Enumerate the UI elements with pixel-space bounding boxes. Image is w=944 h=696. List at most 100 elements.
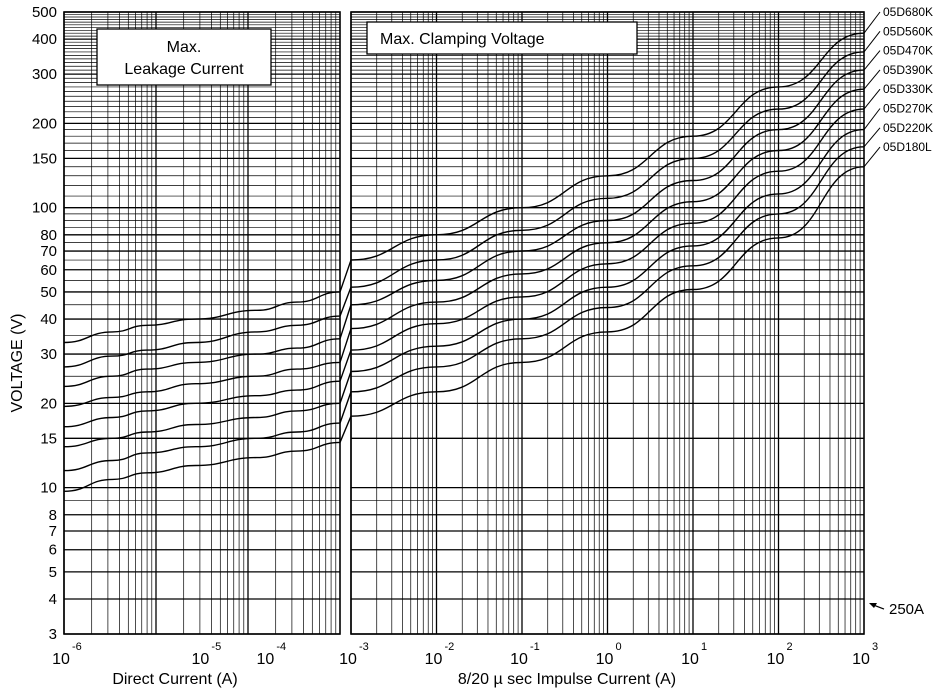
series-leader-05D470K <box>863 50 881 71</box>
y-tick-label: 6 <box>49 542 57 559</box>
gap-connector-05D220K <box>339 391 352 424</box>
leakage-title-line: Leakage Current <box>124 61 244 78</box>
clamping-x-tick-label: 101 <box>681 641 707 668</box>
series-label-05D470K: 05D470K <box>883 44 933 58</box>
x-tick-exponent: -3 <box>359 641 369 653</box>
clamping-title: Max. Clamping Voltage <box>380 31 545 48</box>
y-tick-label: 10 <box>40 480 57 497</box>
x-tick-exponent: -4 <box>276 641 286 653</box>
clamping-x-tick-label: 10-3 <box>339 641 369 668</box>
y-tick-label: 4 <box>49 591 57 608</box>
leakage-curve-05D180L <box>63 441 341 492</box>
leakage-x-tick-label: 10-6 <box>52 641 82 668</box>
series-leader-05D560K <box>863 30 881 53</box>
x-tick-exponent: -5 <box>211 641 221 653</box>
clamping-curve-05D270K <box>350 128 865 373</box>
x-tick-exponent: -1 <box>530 641 540 653</box>
leakage-curve-05D560K <box>63 315 341 368</box>
clamping-title-box <box>366 21 638 55</box>
leakage-x-tick-label: 10-4 <box>256 641 286 668</box>
y-tick-label: 5 <box>49 564 57 581</box>
x-tick-base: 10 <box>256 651 274 668</box>
leakage-title-line: Max. <box>167 39 202 56</box>
y-tick-label: 60 <box>40 262 57 279</box>
x-tick-exponent: 0 <box>616 641 622 653</box>
y-tick-label: 3 <box>49 626 57 643</box>
x-tick-base: 10 <box>596 651 614 668</box>
leakage-curve-05D220K <box>63 422 341 472</box>
x-tick-base: 10 <box>52 651 70 668</box>
series-label-05D390K: 05D390K <box>883 63 933 77</box>
y-tick-label: 200 <box>32 115 57 132</box>
y-tick-label: 500 <box>32 4 57 21</box>
series-label-05D220K: 05D220K <box>883 121 933 135</box>
y-tick-label: 80 <box>40 227 57 244</box>
y-tick-label: 150 <box>32 150 57 167</box>
x-tick-exponent: -6 <box>72 641 82 653</box>
y-tick-label: 7 <box>49 523 57 540</box>
series-label-05D270K: 05D270K <box>883 102 933 116</box>
y-tick-label: 8 <box>49 507 57 524</box>
leakage-curve-05D330K <box>63 380 341 428</box>
gap-connector-05D270K <box>339 371 352 404</box>
clamping-curve-05D220K <box>350 146 865 393</box>
leakage-x-tick-label: 10-5 <box>192 641 222 668</box>
x-tick-exponent: 2 <box>787 641 793 653</box>
x-tick-base: 10 <box>767 651 785 668</box>
series-leader-05D680K <box>863 11 881 34</box>
gap-connector-05D180L <box>339 415 352 443</box>
y-axis-title: VOLTAGE (V) <box>9 314 26 413</box>
x-tick-base: 10 <box>510 651 528 668</box>
leakage-curve-05D680K <box>63 291 341 344</box>
gap-connector-05D330K <box>339 349 352 382</box>
series-leader-05D220K <box>863 127 881 148</box>
clamping-panel-frame <box>350 11 865 635</box>
clamping-curve-05D390K <box>350 88 865 330</box>
leakage-curve-05D270K <box>63 402 341 448</box>
series-leader-05D330K <box>863 88 881 110</box>
clamping-curve-05D330K <box>350 108 865 351</box>
series-leader-05D270K <box>863 108 881 130</box>
y-tick-label: 20 <box>40 395 57 412</box>
clamping-x-axis-title: 8/20 µ sec Impulse Current (A) <box>458 671 676 688</box>
leakage-curve-05D470K <box>63 338 341 388</box>
x-tick-exponent: 1 <box>701 641 707 653</box>
y-tick-label: 400 <box>32 31 57 48</box>
x-tick-exponent: -2 <box>445 641 455 653</box>
gap-connector-05D390K <box>339 328 352 363</box>
gap-connector-05D560K <box>339 286 352 317</box>
series-leader-05D390K <box>863 69 881 90</box>
clamping-x-tick-label: 10-1 <box>510 641 540 668</box>
leakage-panel-frame <box>63 11 341 635</box>
clamping-curve-05D560K <box>350 51 865 288</box>
clamping-x-tick-label: 103 <box>852 641 878 668</box>
x-tick-base: 10 <box>425 651 443 668</box>
gap-connector-05D470K <box>339 304 352 340</box>
series-label-05D680K: 05D680K <box>883 5 933 19</box>
series-label-05D560K: 05D560K <box>883 24 933 38</box>
x-tick-base: 10 <box>681 651 699 668</box>
clamping-curve-05D470K <box>350 69 865 306</box>
leakage-x-axis-title: Direct Current (A) <box>112 671 237 688</box>
grid-layer <box>63 11 864 635</box>
annotation-arrow-head <box>869 603 877 609</box>
y-tick-label: 50 <box>40 284 57 301</box>
annotation-label: 250A <box>889 601 924 618</box>
label-layer: 05D680K 05D560K 05D470K 05D390K 05D330K 05D27… <box>9 4 933 688</box>
clamping-curve-05D680K <box>350 32 865 261</box>
clamping-x-tick-label: 102 <box>767 641 793 668</box>
y-tick-label: 70 <box>40 243 57 260</box>
y-tick-label: 300 <box>32 66 57 83</box>
gap-connector-05D680K <box>339 259 352 293</box>
x-tick-base: 10 <box>852 651 870 668</box>
y-tick-label: 40 <box>40 311 57 328</box>
frame-layer <box>63 11 865 635</box>
x-tick-base: 10 <box>339 651 357 668</box>
clamping-x-tick-label: 10-2 <box>425 641 455 668</box>
leakage-curve-05D390K <box>63 361 341 408</box>
x-tick-exponent: 3 <box>872 641 878 653</box>
series-layer <box>63 11 881 492</box>
y-tick-label: 30 <box>40 346 57 363</box>
